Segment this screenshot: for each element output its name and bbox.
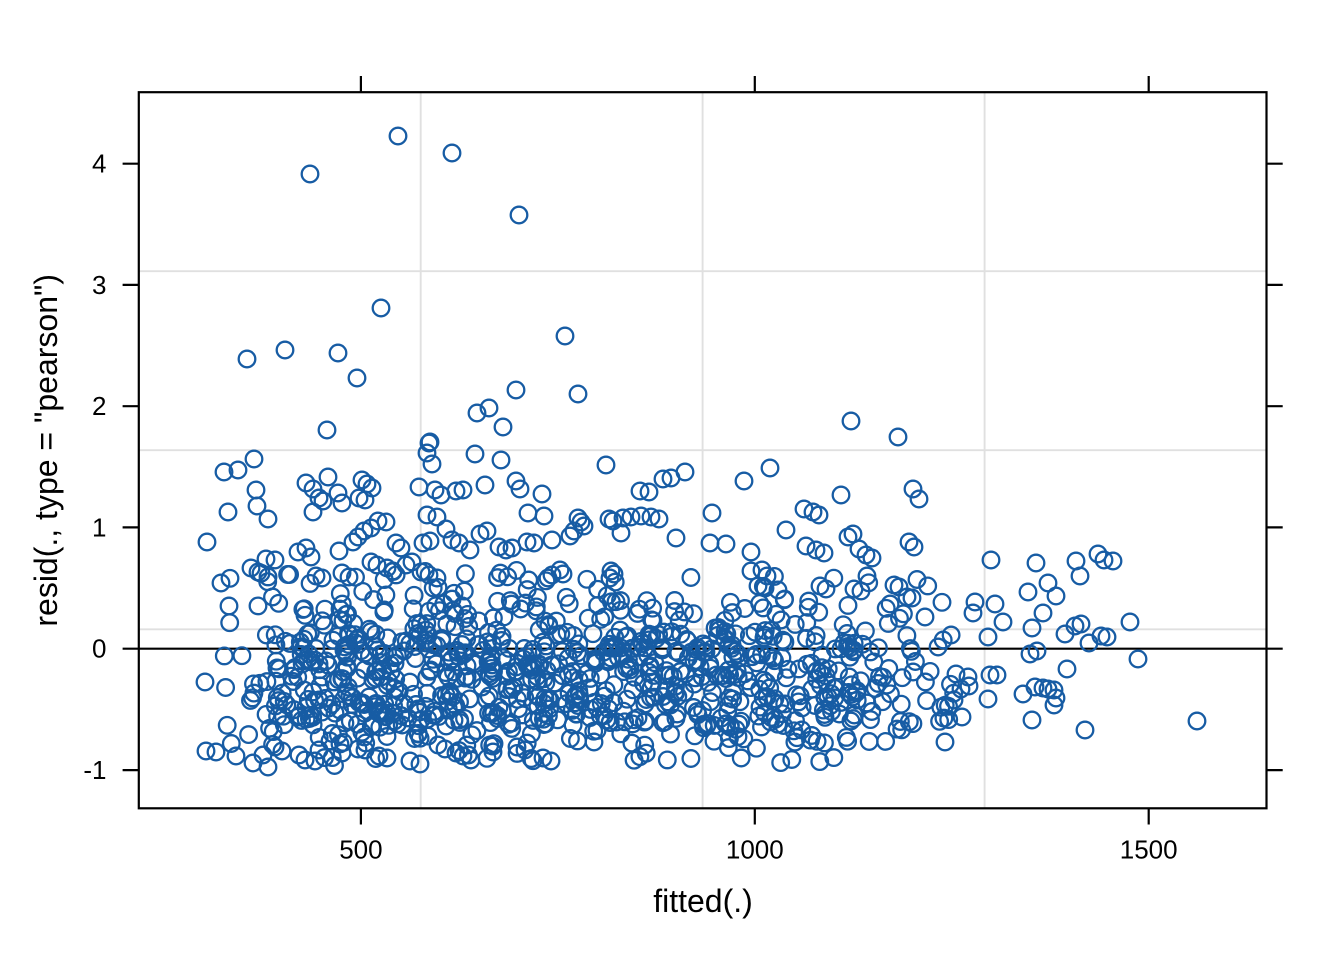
svg-text:-1: -1 [83,755,106,785]
svg-text:resid(., type = "pearson"): resid(., type = "pearson") [28,274,64,627]
svg-text:1000: 1000 [726,835,784,865]
svg-text:2: 2 [92,391,106,421]
svg-text:1: 1 [92,512,106,542]
svg-text:1500: 1500 [1120,835,1178,865]
svg-text:fitted(.): fitted(.) [653,883,753,919]
svg-text:4: 4 [92,149,106,179]
svg-text:500: 500 [339,835,382,865]
svg-text:3: 3 [92,270,106,300]
svg-text:0: 0 [92,634,106,664]
